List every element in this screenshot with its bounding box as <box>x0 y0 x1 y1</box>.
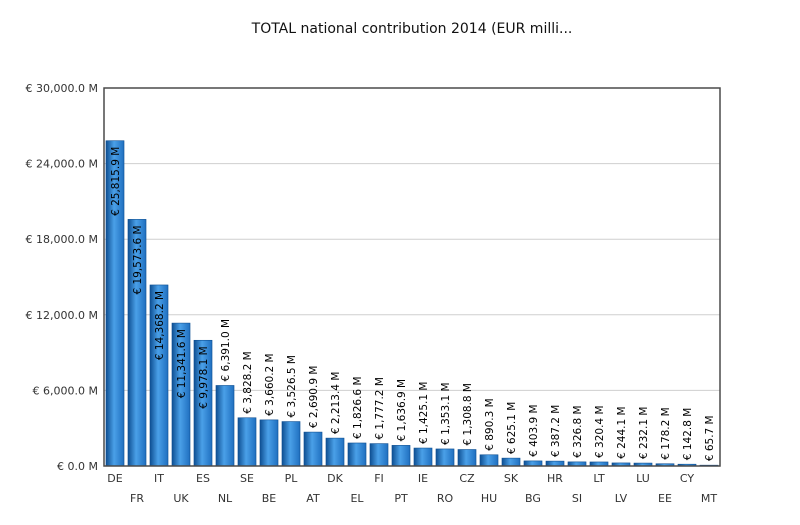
x-tick-label: NL <box>218 492 233 505</box>
bar-ie <box>413 447 433 467</box>
bar-fi <box>369 443 389 467</box>
bar-dk <box>325 437 345 467</box>
bar-bg <box>523 460 543 467</box>
x-tick-label: BE <box>262 492 277 505</box>
x-tick-label: LV <box>615 492 628 505</box>
data-label: € 625.1 M <box>506 402 518 454</box>
bar-pt <box>391 445 411 467</box>
data-label: € 19,573.6 M <box>132 225 144 294</box>
x-tick-label: IT <box>154 472 164 485</box>
y-tick-label: € 18,000.0 M <box>26 233 98 246</box>
data-label: € 178.2 M <box>660 407 672 459</box>
x-tick-label: PL <box>285 472 299 485</box>
bar-be <box>259 419 279 467</box>
y-tick-label: € 24,000.0 M <box>26 158 98 171</box>
x-tick-label: MT <box>701 492 717 505</box>
bars <box>105 140 719 467</box>
chart-title: TOTAL national contribution 2014 (EUR mi… <box>251 21 573 37</box>
data-label: € 11,341.6 M <box>176 329 188 398</box>
x-tick-label: AT <box>306 492 320 505</box>
x-tick-label: EL <box>350 492 364 505</box>
bar-nl <box>215 385 235 467</box>
x-tick-label: DK <box>327 472 343 485</box>
y-tick-label: € 6,000.0 M <box>33 384 98 397</box>
x-tick-label: SI <box>572 492 582 505</box>
x-tick-label: BG <box>525 492 541 505</box>
x-tick-label: HR <box>547 472 563 485</box>
y-axis: € 0.0 M € 6,000.0 M € 12,000.0 M € 18,000.0… <box>26 82 98 473</box>
data-label: € 2,690.9 M <box>308 366 320 429</box>
x-tick-label: PT <box>394 492 408 505</box>
bar-ro <box>435 448 455 467</box>
data-label: € 326.8 M <box>572 405 584 457</box>
x-tick-label: LT <box>593 472 605 485</box>
x-tick-label: SK <box>504 472 519 485</box>
plot-area-border <box>103 87 721 467</box>
x-tick-label: UK <box>173 492 189 505</box>
x-tick-label: CZ <box>459 472 475 485</box>
bar-sk <box>501 457 521 467</box>
data-label: € 3,526.5 M <box>286 355 298 418</box>
data-label: € 1,636.9 M <box>396 379 408 442</box>
y-tick-label: € 12,000.0 M <box>26 309 98 322</box>
data-label: € 14,368.2 M <box>154 291 166 360</box>
x-tick-label: SE <box>240 472 254 485</box>
bar-hu <box>479 454 499 467</box>
bar-se <box>237 417 257 467</box>
x-tick-label: FI <box>374 472 384 485</box>
data-label: € 9,978.1 M <box>198 346 210 409</box>
x-tick-label: ES <box>196 472 210 485</box>
data-label: € 142.8 M <box>682 408 694 460</box>
data-label: € 232.1 M <box>638 407 650 459</box>
data-label: € 387.2 M <box>550 405 562 457</box>
bar-cz <box>457 449 477 467</box>
data-label: € 6,391.0 M <box>220 319 232 382</box>
data-label: € 320.4 M <box>594 405 606 457</box>
x-tick-label: EE <box>658 492 672 505</box>
data-label: € 1,777.2 M <box>374 377 386 440</box>
bar-at <box>303 431 323 467</box>
data-labels: € 25,815.9 M € 19,573.6 M € 14,368.2 M € 11… <box>110 147 716 461</box>
data-label: € 890.3 M <box>484 398 496 450</box>
y-tick-label: € 30,000.0 M <box>26 82 98 95</box>
data-label: € 403.9 M <box>528 404 540 456</box>
data-label: € 244.1 M <box>616 406 628 458</box>
data-label: € 1,826.6 M <box>352 376 364 439</box>
x-tick-label: DE <box>107 472 122 485</box>
data-label: € 25,815.9 M <box>110 147 122 216</box>
x-tick-label: RO <box>437 492 454 505</box>
data-label: € 1,425.1 M <box>418 382 430 445</box>
bar-pl <box>281 421 301 467</box>
x-tick-label: CY <box>680 472 694 485</box>
x-tick-label: FR <box>130 492 144 505</box>
bar-el <box>347 442 367 467</box>
x-tick-label: HU <box>481 492 497 505</box>
data-label: € 1,353.1 M <box>440 382 452 445</box>
x-tick-label: LU <box>636 472 650 485</box>
data-label: € 2,213.4 M <box>330 372 342 435</box>
x-axis: DE FR IT UK ES NL SE BE PL AT DK EL FI PT IE RO CZ HU SK BG… <box>107 472 717 505</box>
data-label: € 3,660.2 M <box>264 353 276 416</box>
data-label: € 65.7 M <box>704 415 716 461</box>
y-tick-label: € 0.0 M <box>57 460 98 473</box>
data-label: € 1,308.8 M <box>462 383 474 446</box>
x-tick-label: IE <box>418 472 428 485</box>
data-label: € 3,828.2 M <box>242 351 254 414</box>
